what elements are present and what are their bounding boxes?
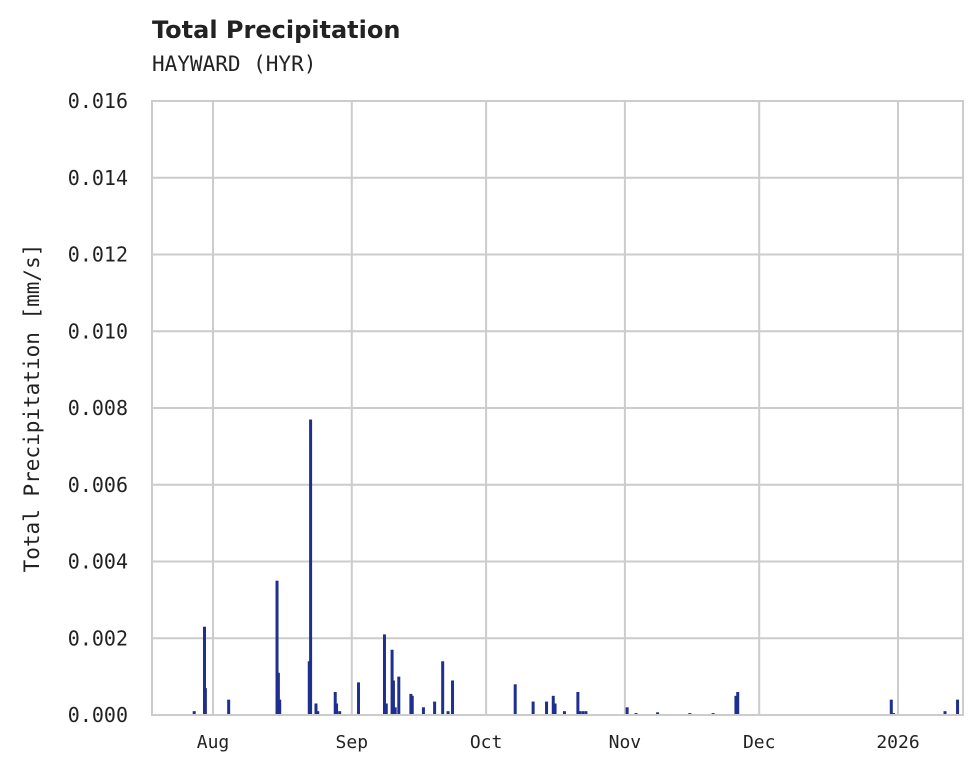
precip-bar: [391, 680, 395, 715]
precip-bar: [889, 699, 893, 715]
precip-bar: [397, 676, 401, 715]
precip-bar: [275, 580, 279, 715]
precip-bar: [382, 634, 386, 715]
x-tick-label: Nov: [609, 732, 642, 753]
precip-bar: [451, 680, 455, 715]
precip-bar: [576, 691, 580, 715]
x-axis-ticks: Aug Sep Oct Nov Dec 2026: [197, 732, 920, 753]
precip-bar: [736, 691, 740, 715]
grid-lines: [152, 100, 963, 716]
precip-bar: [276, 672, 280, 715]
precip-bar: [338, 711, 342, 715]
precip-bar: [551, 695, 555, 715]
precip-bar: [553, 703, 557, 715]
precip-bar: [314, 703, 318, 715]
precip-bar: [581, 711, 585, 715]
precip-bar: [357, 682, 361, 715]
y-tick-label: 0.012: [68, 243, 128, 267]
precip-bar: [227, 699, 231, 715]
precip-bar: [943, 711, 947, 715]
precip-bar: [545, 701, 549, 715]
y-tick-label: 0.010: [68, 319, 128, 343]
precip-bar: [446, 711, 450, 715]
precip-bar: [578, 711, 582, 715]
precip-bar: [316, 711, 320, 715]
y-tick-label: 0.002: [68, 626, 128, 650]
precip-bar: [309, 419, 313, 715]
precip-bar: [562, 711, 566, 715]
y-tick-label: 0.004: [68, 550, 128, 574]
x-tick-label: Oct: [470, 732, 503, 753]
precip-bar: [335, 703, 339, 715]
x-tick-label: 2026: [876, 732, 919, 753]
precip-bar: [384, 703, 388, 715]
precip-bar: [433, 701, 437, 715]
precip-bar: [421, 707, 425, 715]
plot-frame: [151, 100, 964, 716]
precip-bar: [441, 661, 445, 715]
precip-bar: [956, 699, 960, 715]
precip-bar: [202, 626, 206, 715]
precip-bar: [531, 701, 535, 715]
precip-bar: [513, 684, 517, 715]
x-tick-label: Aug: [197, 732, 230, 753]
bar-series: [192, 419, 960, 715]
precip-bar: [203, 688, 207, 715]
precip-bar: [278, 699, 282, 715]
y-tick-label: 0.016: [68, 89, 128, 113]
x-tick-label: Sep: [336, 732, 369, 753]
precip-bar: [393, 707, 397, 715]
precip-bar: [410, 695, 414, 715]
y-tick-label: 0.014: [68, 166, 128, 190]
x-tick-label: Dec: [743, 732, 776, 753]
y-tick-label: 0.000: [68, 703, 128, 727]
chart-title: Total Precipitation: [152, 16, 401, 44]
y-tick-label: 0.008: [68, 396, 128, 420]
precip-bar: [192, 711, 196, 715]
precip-bar: [734, 695, 738, 715]
y-tick-label: 0.006: [68, 473, 128, 497]
precip-bar: [656, 712, 660, 715]
chart-subtitle: HAYWARD (HYR): [152, 52, 317, 76]
precip-bar: [625, 707, 629, 715]
y-axis-ticks: 0.000 0.002 0.004 0.006 0.008 0.010 0.012 0.014…: [68, 89, 128, 727]
precip-bar: [584, 711, 588, 715]
